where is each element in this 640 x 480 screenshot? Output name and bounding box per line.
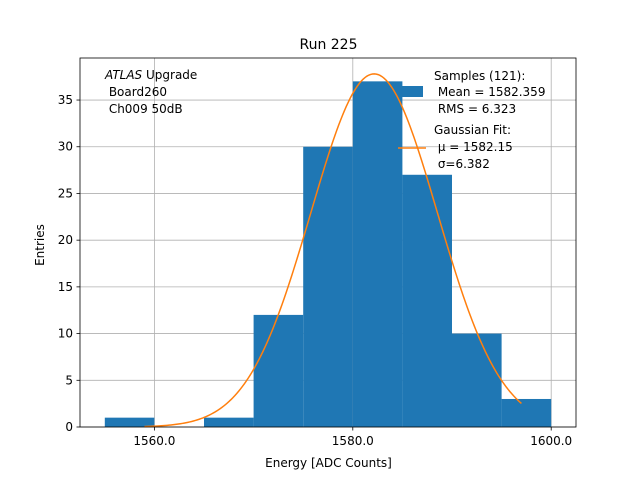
y-tick-label: 25 (58, 186, 73, 200)
legend-fit-title: Gaussian Fit: (434, 123, 511, 137)
axis-ticks: 1560.0 1580.0 1600.0 0 5 10 15 20 25 30 35 (58, 93, 572, 448)
histogram-bar (303, 146, 353, 428)
x-axis-label: Energy [ADC Counts] (265, 456, 392, 470)
y-tick-label: 20 (58, 233, 73, 247)
y-tick-label: 10 (58, 327, 73, 341)
x-tick-label: 1580.0 (332, 434, 374, 448)
y-axis-label: Entries (33, 224, 47, 266)
chart-title: Run 225 (299, 37, 357, 53)
y-tick-label: 30 (58, 140, 73, 154)
y-tick-label: 5 (65, 373, 73, 387)
histogram-bar (104, 417, 155, 427)
axes-frame (79, 57, 577, 428)
legend-fit-sigma: σ=6.382 (434, 157, 490, 171)
legend-samples-rms: RMS = 6.323 (434, 102, 516, 116)
annotation-line-1: ATLAS Upgrade (104, 68, 197, 82)
histogram-bars (104, 81, 552, 428)
histogram-bar (402, 174, 452, 427)
upgrade-label: Upgrade (142, 68, 197, 82)
gaussian-fit-curve (144, 73, 522, 428)
annotation-channel: Ch009 50dB (105, 102, 183, 116)
histogram-bar (253, 314, 304, 427)
histogram-bar (204, 417, 254, 427)
histogram-bar (501, 398, 552, 427)
y-tick-label: 15 (58, 280, 73, 294)
x-tick-label: 1560.0 (133, 434, 175, 448)
histogram-bar (352, 81, 403, 427)
legend-fit-mu: μ = 1582.15 (434, 140, 513, 154)
legend: Samples (121): Mean = 1582.359 RMS = 6.3… (398, 69, 545, 171)
atlas-label: ATLAS (104, 68, 143, 82)
legend-samples-title: Samples (121): (434, 69, 525, 83)
legend-samples-mean: Mean = 1582.359 (434, 85, 545, 99)
legend-histogram-handle (401, 86, 423, 97)
y-tick-label: 35 (58, 93, 73, 107)
y-tick-label: 0 (65, 420, 73, 434)
x-tick-label: 1600.0 (530, 434, 572, 448)
histogram-bar (452, 333, 502, 427)
annotation-board: Board260 (105, 85, 167, 99)
